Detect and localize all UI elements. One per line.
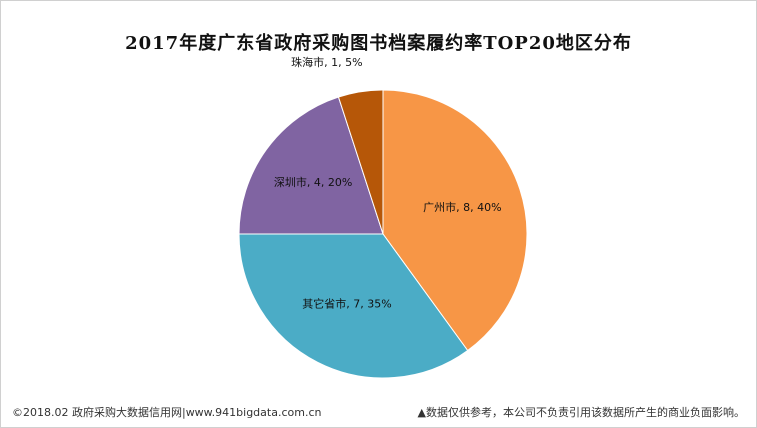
pie-slice-1 <box>382 89 528 352</box>
pie-label-2: 其它省市, 7, 35% <box>302 297 391 311</box>
pie-slice-3 <box>238 96 384 235</box>
chart-title: 2017年度广东省政府采购图书档案履约率TOP20地区分布 <box>125 33 632 54</box>
pie-label-3: 深圳市, 4, 20% <box>274 175 352 189</box>
pie-label-1: 广州市, 8, 40% <box>423 200 501 214</box>
pie-labels: 广州市, 8, 40% 其它省市, 7, 35% 深圳市, 4, 20% 珠海市, 1… <box>274 55 502 311</box>
pie-label-4: 珠海市, 1, 5% <box>291 55 362 69</box>
pie-slice-2 <box>238 233 469 379</box>
footer-disclaimer: ▲数据仅供参考，本公司不负责引用该数据所产生的商业负面影响。 <box>417 406 745 419</box>
pie-slice-4 <box>337 89 384 235</box>
footer-source: ©2018.02 政府采购大数据信用网|www.941bigdata.com.c… <box>12 406 322 419</box>
pie-slices <box>238 89 528 379</box>
